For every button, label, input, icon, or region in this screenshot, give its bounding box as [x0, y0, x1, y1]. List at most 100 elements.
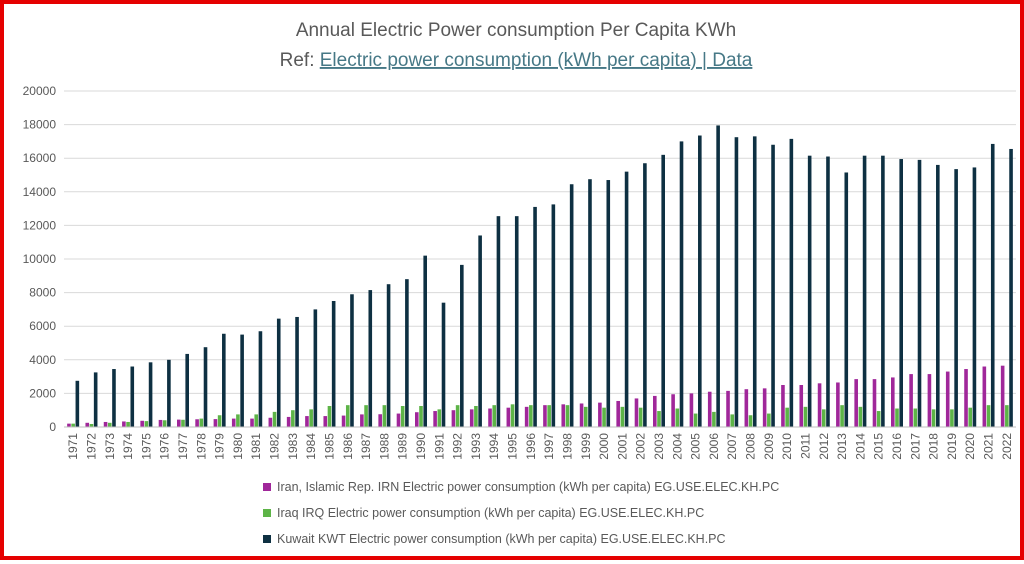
- bar: [767, 413, 771, 427]
- bar: [423, 255, 427, 427]
- bar: [386, 284, 391, 427]
- bar: [752, 136, 757, 428]
- bar: [1005, 405, 1009, 427]
- y-tick-label: 4000: [29, 353, 56, 367]
- bar: [350, 294, 354, 427]
- bar: [624, 171, 629, 427]
- bar: [382, 405, 387, 427]
- x-tick-label: 1984: [304, 433, 318, 460]
- x-tick-label: 1981: [249, 433, 263, 460]
- subtitle-link[interactable]: Electric power consumption (kWh per capi…: [320, 50, 753, 71]
- bar: [177, 419, 181, 427]
- bar: [762, 388, 767, 427]
- bar: [698, 135, 702, 427]
- x-tick-label: 2016: [890, 433, 904, 460]
- bar: [913, 408, 918, 427]
- x-tick-label: 2000: [597, 433, 611, 460]
- bar: [643, 163, 647, 428]
- bar: [661, 154, 665, 427]
- bar: [917, 159, 922, 427]
- bar: [510, 404, 515, 427]
- x-tick-label: 2001: [615, 433, 629, 460]
- bar: [148, 362, 153, 427]
- bar: [817, 383, 822, 427]
- bar: [671, 394, 675, 427]
- y-axis-ticks: 0 2000 4000 6000 8000 10000 12000 14000 16000 180…: [23, 84, 57, 434]
- bar: [231, 418, 236, 427]
- bar: [93, 372, 98, 427]
- x-tick-label: 2019: [945, 433, 959, 460]
- bar: [583, 406, 588, 427]
- bar: [726, 390, 730, 427]
- bar: [254, 414, 259, 427]
- bar: [547, 405, 551, 427]
- bar: [881, 155, 885, 427]
- bar: [341, 415, 346, 427]
- y-tick-label: 10000: [23, 252, 57, 266]
- x-tick-label: 1998: [560, 433, 574, 460]
- x-tick-label: 1982: [268, 433, 282, 460]
- bar: [140, 420, 144, 427]
- x-tick-label: 2015: [872, 433, 886, 460]
- bar: [441, 302, 446, 427]
- bar: [982, 366, 987, 427]
- bar: [748, 415, 753, 427]
- bar: [598, 402, 602, 427]
- x-tick-label: 1972: [84, 433, 98, 460]
- bar: [781, 385, 785, 427]
- bar: [954, 169, 958, 427]
- bar: [876, 411, 881, 427]
- bar: [496, 216, 501, 427]
- x-tick-label: 1990: [414, 433, 428, 460]
- bar: [199, 418, 204, 427]
- bar: [162, 420, 167, 427]
- y-tick-label: 20000: [23, 84, 57, 98]
- bar: [291, 410, 295, 427]
- bar: [295, 316, 299, 427]
- bar: [551, 204, 556, 427]
- x-tick-label: 1980: [231, 433, 245, 460]
- bar: [506, 407, 511, 427]
- x-tick-label: 1999: [579, 433, 593, 460]
- bar: [250, 418, 254, 427]
- x-tick-label: 2022: [1000, 433, 1014, 460]
- bar: [909, 374, 913, 427]
- x-tick-label: 1995: [506, 433, 520, 460]
- bar: [858, 406, 863, 427]
- bar: [203, 347, 208, 427]
- bar: [529, 405, 533, 427]
- x-tick-label: 1986: [341, 433, 355, 460]
- bar: [803, 406, 808, 427]
- bar: [862, 155, 867, 427]
- x-tick-label: 1989: [396, 433, 410, 460]
- x-tick-label: 2009: [762, 433, 776, 460]
- bar: [785, 407, 789, 427]
- y-tick-label: 6000: [29, 319, 56, 333]
- x-axis-ticks: 1971 1972 1973 1974 1975 1976 1977 1978 1979 1980…: [66, 433, 1014, 460]
- bar: [789, 138, 794, 427]
- bar: [840, 405, 844, 427]
- bar: [460, 264, 464, 427]
- bars: [67, 125, 1013, 428]
- x-tick-label: 2007: [725, 433, 739, 460]
- bar: [405, 279, 409, 427]
- bar: [364, 405, 368, 427]
- bar: [313, 309, 318, 427]
- x-tick-label: 2011: [798, 433, 812, 459]
- bar: [927, 374, 932, 427]
- chart: Annual Electric Power consumption Per Ca…: [23, 20, 1016, 546]
- legend-label: Iraq IRQ Electric power consumption (kWh…: [277, 506, 704, 520]
- y-tick-label: 14000: [23, 185, 57, 199]
- x-tick-label: 1991: [432, 433, 446, 460]
- bar: [305, 416, 309, 427]
- bar: [899, 159, 903, 428]
- legend-label: Kuwait KWT Electric power consumption (k…: [277, 532, 726, 546]
- bar: [712, 411, 716, 427]
- legend-item-3: Kuwait KWT Electric power consumption (k…: [263, 532, 726, 546]
- bar: [1009, 148, 1013, 427]
- bar: [936, 164, 940, 428]
- bar: [276, 318, 281, 427]
- bar: [144, 421, 149, 427]
- legend: Iran, Islamic Rep. IRN Electric power co…: [263, 480, 779, 546]
